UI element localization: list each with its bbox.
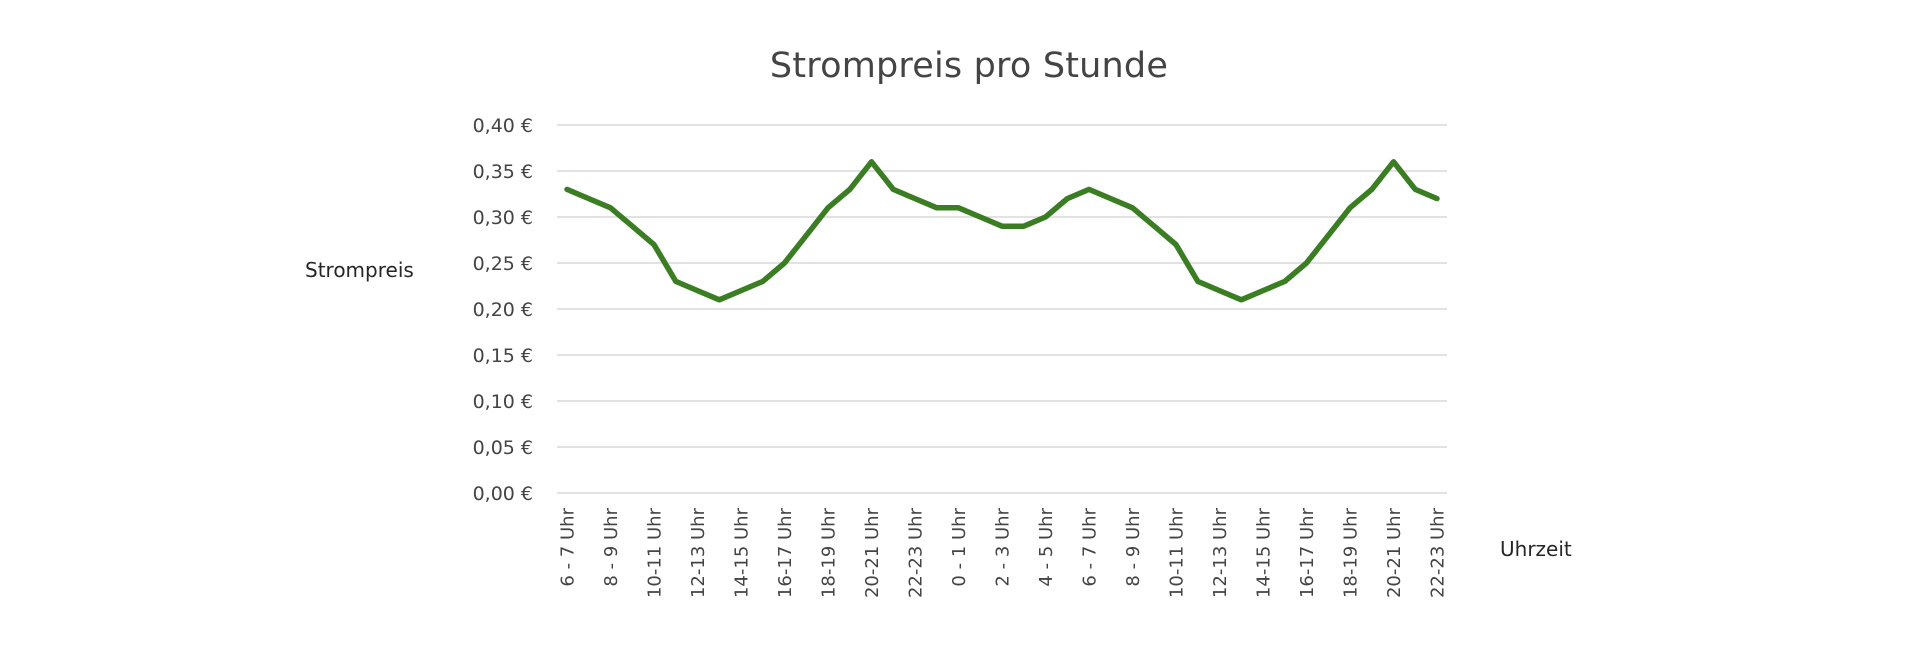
y-tick-label: 0,35 € <box>473 161 533 183</box>
x-tick-label: 6 - 7 Uhr <box>558 507 579 586</box>
y-tick-label: 0,20 € <box>473 299 533 321</box>
x-tick-label: 22-23 Uhr <box>906 507 927 598</box>
y-tick-label: 0,05 € <box>473 437 533 459</box>
chart-title: Strompreis pro Stunde <box>769 46 1169 86</box>
y-tick-label: 0,30 € <box>473 207 533 229</box>
x-tick-label: 4 - 5 Uhr <box>1036 507 1057 586</box>
price-line <box>564 159 1440 303</box>
x-tick-label: 18-19 Uhr <box>1341 507 1362 598</box>
x-tick-label: 12-13 Uhr <box>1210 507 1231 598</box>
x-tick-label: 8 - 9 Uhr <box>601 507 622 586</box>
x-tick-label: 18-19 Uhr <box>819 507 840 598</box>
x-tick-label: 20-21 Uhr <box>1384 507 1405 598</box>
x-tick-label: 0 - 1 Uhr <box>949 507 970 586</box>
x-tick-label: 22-23 Uhr <box>1428 507 1449 598</box>
x-tick-label: 12-13 Uhr <box>688 507 709 598</box>
x-tick-label: 6 - 7 Uhr <box>1080 507 1101 586</box>
x-tick-label: 14-15 Uhr <box>732 507 753 598</box>
y-tick-label: 0,10 € <box>473 391 533 413</box>
x-axis-title: Uhrzeit <box>1500 537 1572 561</box>
data-series <box>564 159 1440 303</box>
x-tick-label: 8 - 9 Uhr <box>1123 507 1144 586</box>
y-axis-title: Strompreis <box>305 258 414 282</box>
y-tick-label: 0,15 € <box>473 345 533 367</box>
x-tick-label: 10-11 Uhr <box>1167 507 1188 598</box>
x-tick-label: 2 - 3 Uhr <box>993 507 1014 586</box>
x-axis-ticks: 6 - 7 Uhr 8 - 9 Uhr 10-11 Uhr 12-13 Uhr 14-1… <box>558 507 1449 598</box>
x-tick-label: 14-15 Uhr <box>1254 507 1275 598</box>
x-tick-label: 10-11 Uhr <box>645 507 666 598</box>
x-tick-label: 16-17 Uhr <box>1297 507 1318 598</box>
y-tick-label: 0,00 € <box>473 483 533 505</box>
x-tick-label: 20-21 Uhr <box>862 507 883 598</box>
gridlines <box>557 124 1447 494</box>
x-tick-label: 16-17 Uhr <box>775 507 796 598</box>
y-axis-ticks: 0,00 € 0,05 € 0,10 € 0,15 € 0,20 € 0,25 € 0,30… <box>473 115 533 505</box>
y-tick-label: 0,25 € <box>473 253 533 275</box>
y-tick-label: 0,40 € <box>473 115 533 137</box>
